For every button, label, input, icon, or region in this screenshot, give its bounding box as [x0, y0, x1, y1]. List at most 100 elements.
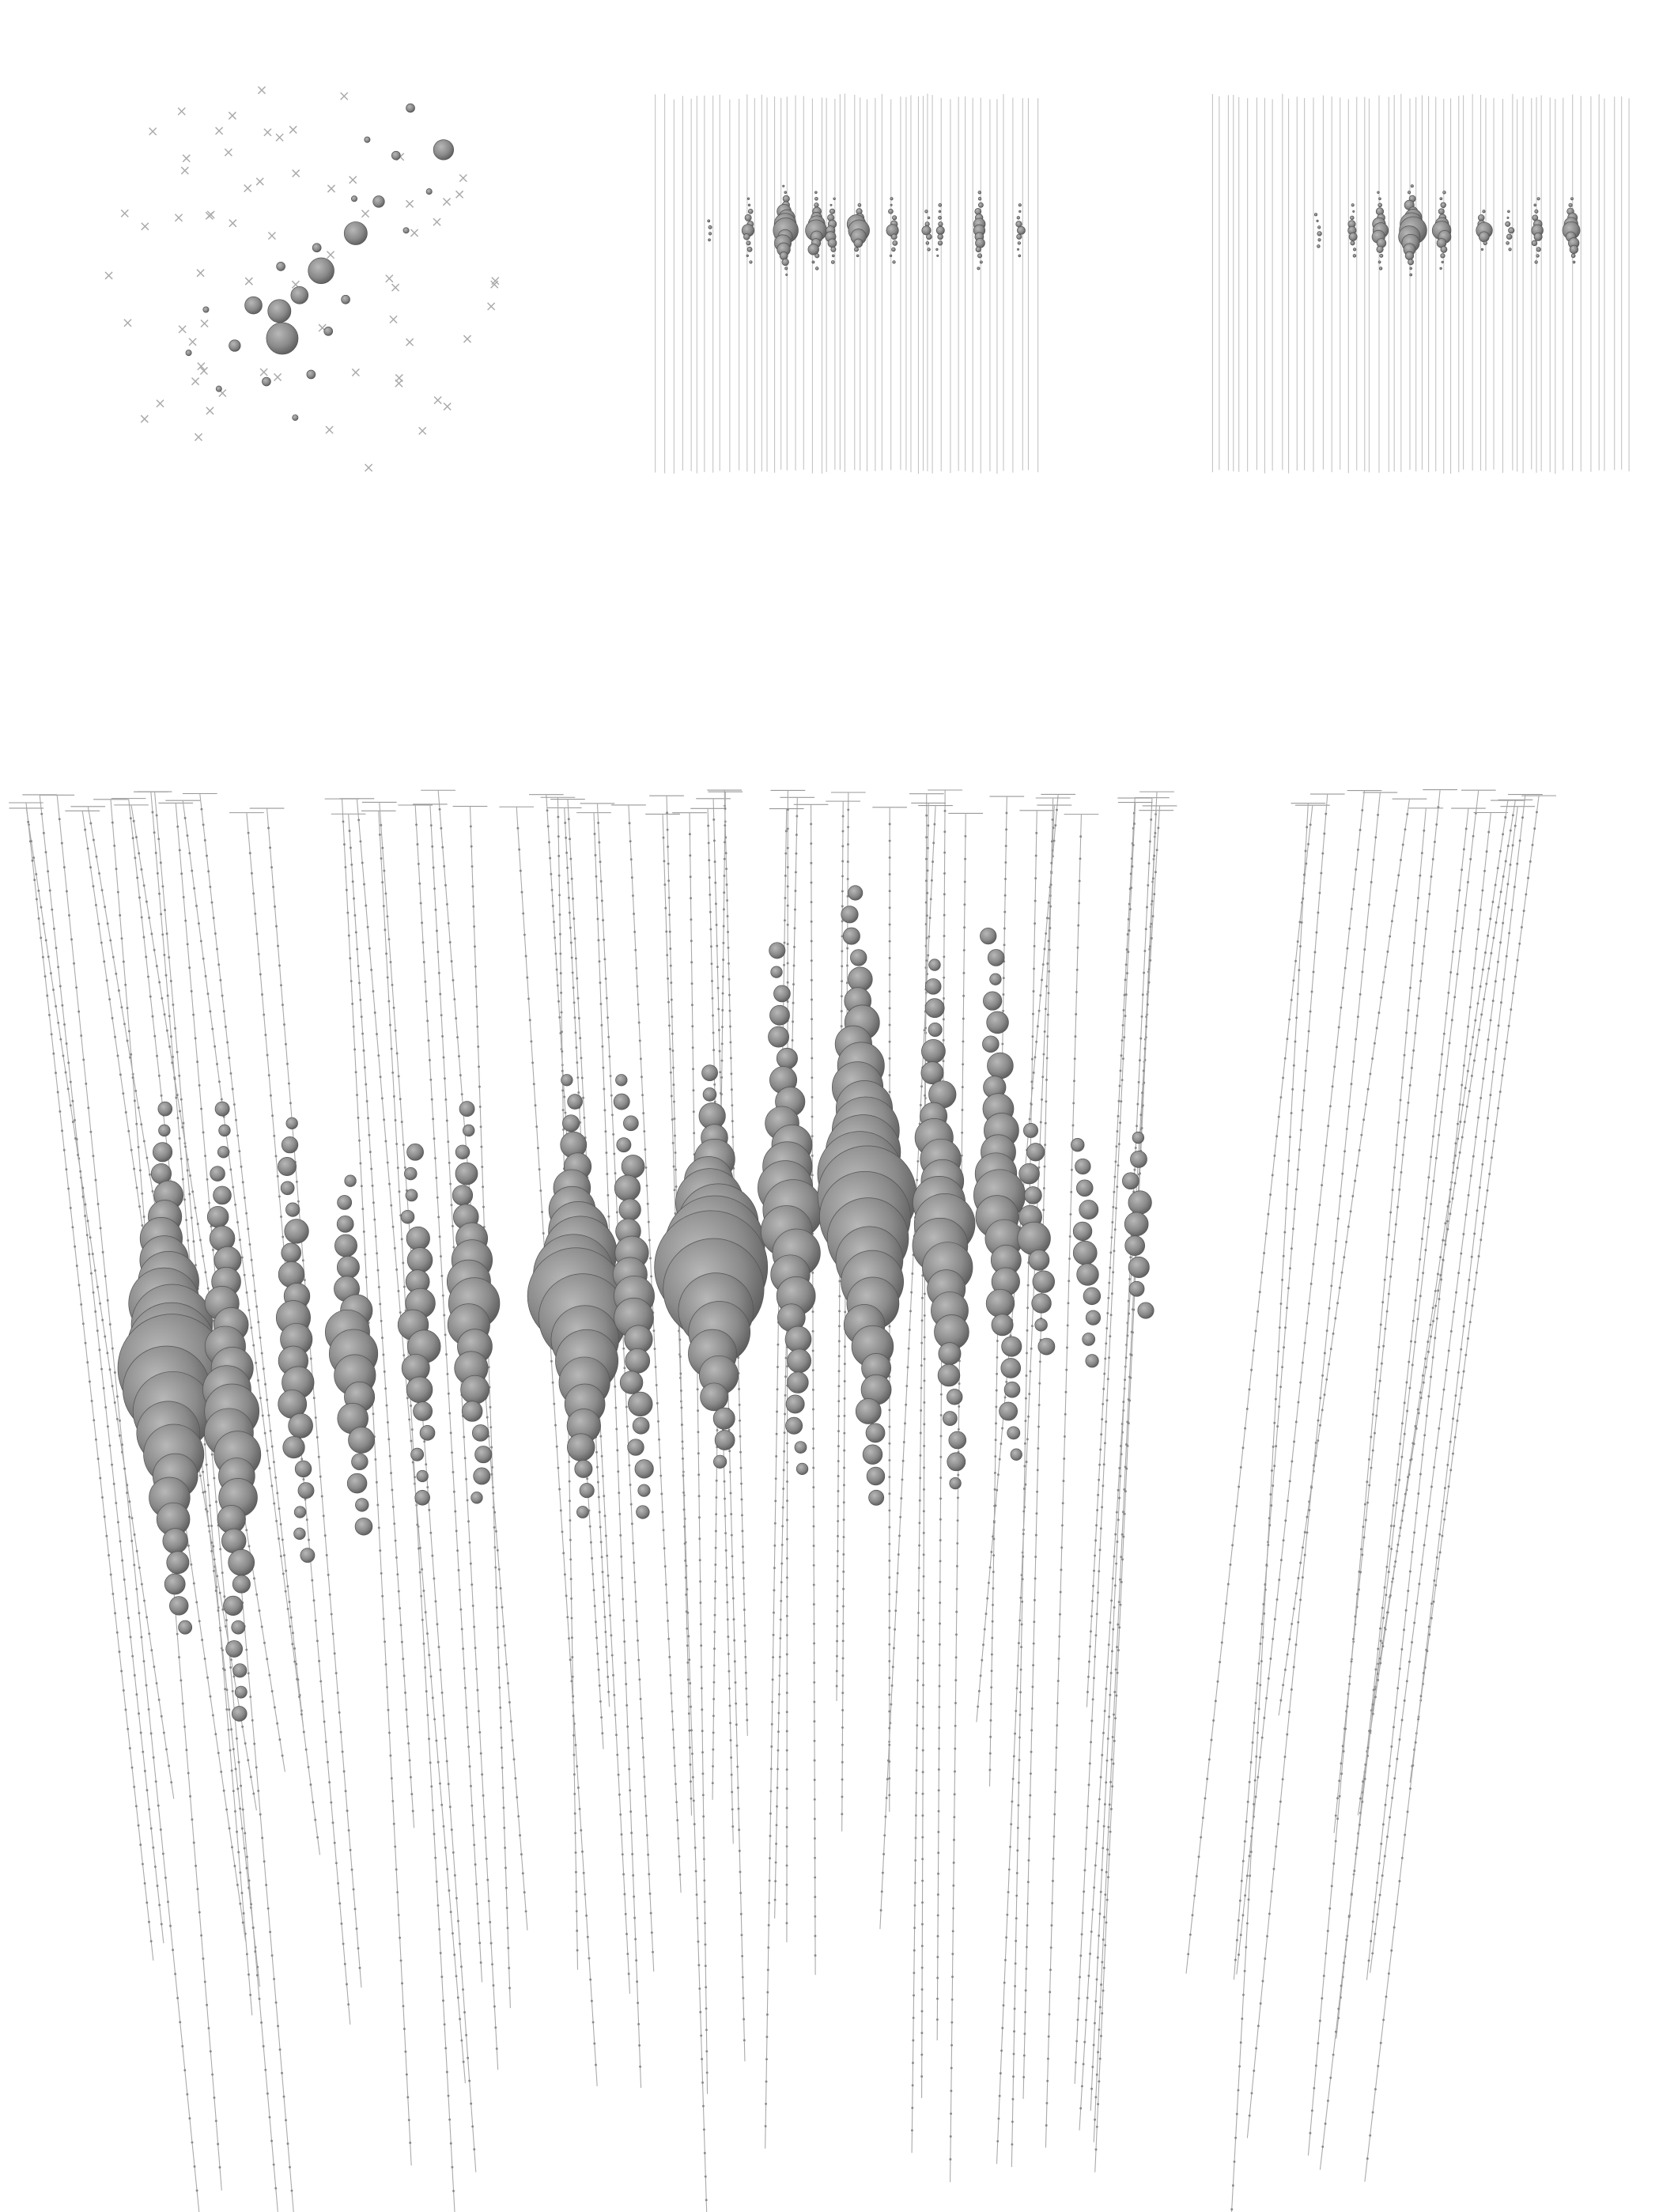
- string-marker: [395, 373, 403, 383]
- dom: [1454, 1142, 1457, 1145]
- dom: [1097, 1493, 1100, 1496]
- dom: [245, 1866, 248, 1870]
- dom: [1029, 1370, 1032, 1373]
- dom: [103, 960, 106, 963]
- dom: [837, 1534, 839, 1537]
- dom: [841, 890, 844, 893]
- dom: [435, 1880, 438, 1883]
- dom: [778, 1655, 781, 1658]
- dom: [1049, 1946, 1052, 1949]
- dom: [842, 1552, 845, 1556]
- dom: [376, 1269, 380, 1272]
- dom: [160, 1715, 163, 1718]
- dom: [596, 917, 599, 921]
- dom: [1428, 1633, 1431, 1636]
- dom: [1391, 1189, 1394, 1192]
- dom: [603, 1601, 606, 1604]
- dom: [106, 922, 109, 925]
- dom: [431, 1696, 434, 1700]
- dom: [785, 1653, 788, 1656]
- dom: [84, 1341, 87, 1344]
- dom: [1108, 1803, 1111, 1806]
- dom: [920, 2053, 924, 2056]
- dom: [1328, 1363, 1330, 1366]
- dom: [245, 1529, 248, 1532]
- dom: [573, 937, 576, 940]
- dom: [1235, 1505, 1238, 1508]
- dom: [728, 1704, 731, 1707]
- dom: [888, 1559, 891, 1562]
- dom: [128, 1747, 131, 1750]
- dom: [598, 1684, 601, 1687]
- dom: [410, 1439, 413, 1443]
- dom: [1009, 1845, 1011, 1848]
- dom: [63, 1023, 66, 1026]
- dom: [996, 1473, 1000, 1477]
- dom: [1334, 1317, 1337, 1320]
- dom: [811, 1271, 814, 1274]
- dom: [689, 875, 692, 879]
- hit-sphere: [292, 414, 299, 422]
- dom: [744, 1671, 747, 1674]
- dom: [386, 976, 389, 979]
- dom: [393, 1246, 396, 1250]
- dom: [1260, 1271, 1264, 1274]
- dom: [349, 846, 352, 849]
- dom: [929, 898, 932, 901]
- dom: [922, 1553, 925, 1556]
- dom: [285, 2119, 287, 2122]
- dom: [1041, 978, 1043, 981]
- dom: [1382, 1616, 1385, 1620]
- dom: [1401, 1153, 1404, 1156]
- dom: [888, 1542, 891, 1545]
- dom: [350, 980, 353, 982]
- dom: [984, 1613, 988, 1616]
- dom: [444, 1098, 448, 1101]
- dom: [394, 1118, 397, 1121]
- dom: [768, 1901, 771, 1904]
- hit-sphere: [1483, 240, 1487, 246]
- dom: [624, 1912, 627, 1915]
- dom: [499, 1586, 502, 1590]
- dom: [719, 1071, 722, 1074]
- dom: [216, 1575, 219, 1578]
- dom: [920, 2075, 924, 2078]
- dom: [574, 1031, 577, 1034]
- dom: [696, 1916, 699, 1919]
- dom: [196, 1061, 199, 1064]
- dom: [780, 1581, 783, 1584]
- dom: [425, 1000, 428, 1003]
- dom: [214, 1589, 217, 1592]
- dom: [119, 1540, 122, 1543]
- dom: [1406, 1409, 1409, 1412]
- dom: [1345, 1240, 1348, 1243]
- dom: [1485, 850, 1488, 853]
- dom: [812, 1583, 815, 1586]
- dom: [1461, 927, 1464, 930]
- dom: [921, 1792, 924, 1795]
- dom: [714, 902, 717, 906]
- hit-sphere: [323, 326, 334, 336]
- dom: [1371, 1703, 1374, 1706]
- dom: [1308, 1509, 1311, 1511]
- dom: [1132, 844, 1135, 847]
- dom: [784, 1393, 787, 1397]
- dom: [131, 1654, 134, 1658]
- hit-sphere: [1536, 197, 1540, 201]
- dom: [1328, 1907, 1332, 1910]
- dom: [1437, 806, 1440, 809]
- dom: [746, 1719, 749, 1722]
- dom: [376, 1033, 378, 1036]
- dom: [495, 1606, 498, 1609]
- dom: [243, 1197, 246, 1199]
- dom: [546, 809, 549, 812]
- dom: [992, 1587, 995, 1590]
- dom: [178, 1074, 181, 1077]
- dom: [262, 1367, 265, 1371]
- dom: [1043, 1030, 1046, 1033]
- dom: [1090, 1630, 1092, 1633]
- dom: [238, 1150, 241, 1153]
- hit-sphere: [744, 214, 752, 221]
- dom: [359, 1162, 362, 1165]
- dom: [1225, 1602, 1228, 1605]
